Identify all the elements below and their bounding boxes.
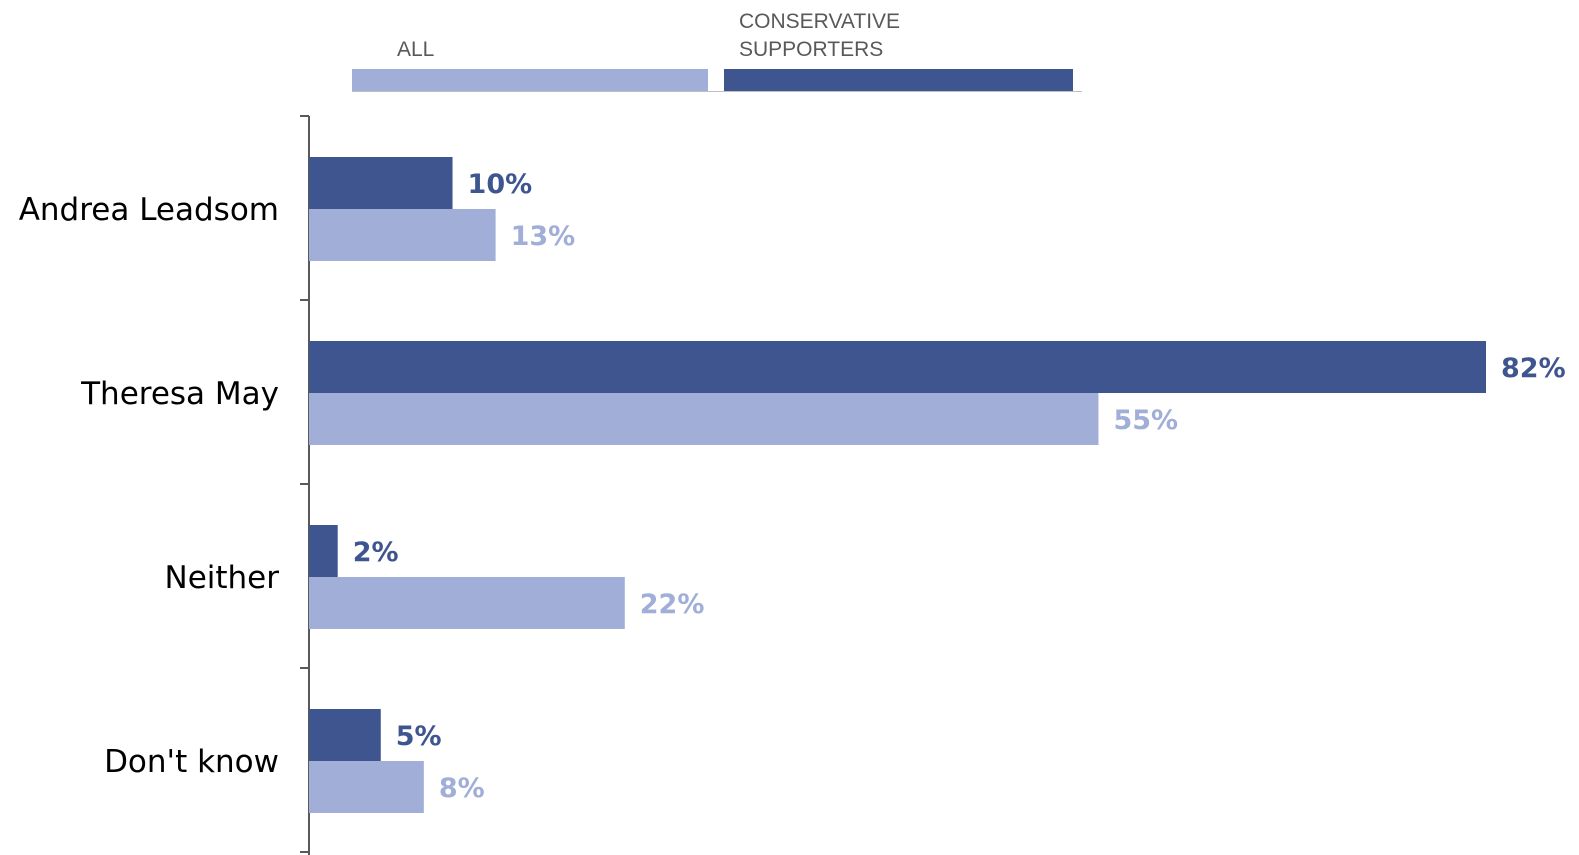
category-label-andrea-leadsom: Andrea Leadsom [19, 192, 279, 228]
category-label-theresa-may: Theresa May [80, 376, 279, 412]
bar-conservative-supporters-don-t-know [309, 709, 381, 761]
legend-label-conservative-line2: SUPPORTERS [739, 38, 883, 61]
legend-label-conservative-line1: CONSERVATIVE [739, 10, 900, 33]
category-label-don-t-know: Don't know [104, 744, 279, 780]
value-label-all-theresa-may: 55% [1113, 405, 1178, 436]
category-label-neither: Neither [165, 560, 280, 596]
legend-label-all: ALL [397, 38, 434, 61]
bar-all-andrea-leadsom [309, 209, 496, 261]
bar-all-theresa-may [309, 393, 1099, 445]
value-label-all-neither: 22% [640, 589, 705, 620]
value-label-all-andrea-leadsom: 13% [511, 221, 576, 252]
value-label-conservative-supporters-neither: 2% [353, 537, 399, 568]
value-labels: 10% 13% 82% 55% 2% 22% 5% 8% [353, 169, 1566, 804]
bar-conservative-supporters-neither [309, 525, 338, 577]
bar-all-neither [309, 577, 625, 629]
value-label-conservative-supporters-theresa-may: 82% [1501, 353, 1566, 384]
value-label-conservative-supporters-andrea-leadsom: 10% [468, 169, 533, 200]
bar-all-don-t-know [309, 761, 424, 813]
category-labels: Andrea Leadsom Theresa May Neither Don't kn… [19, 192, 280, 780]
bars [309, 157, 1486, 813]
legend: ALL CONSERVATIVE SUPPORTERS [352, 10, 1082, 92]
y-axis [300, 115, 310, 855]
legend-swatch-all [352, 69, 708, 91]
bar-conservative-supporters-theresa-may [309, 341, 1486, 393]
value-label-all-don-t-know: 8% [439, 773, 485, 804]
legend-swatch-conservative-supporters [724, 69, 1073, 91]
bar-conservative-supporters-andrea-leadsom [309, 157, 453, 209]
value-label-conservative-supporters-don-t-know: 5% [396, 721, 442, 752]
